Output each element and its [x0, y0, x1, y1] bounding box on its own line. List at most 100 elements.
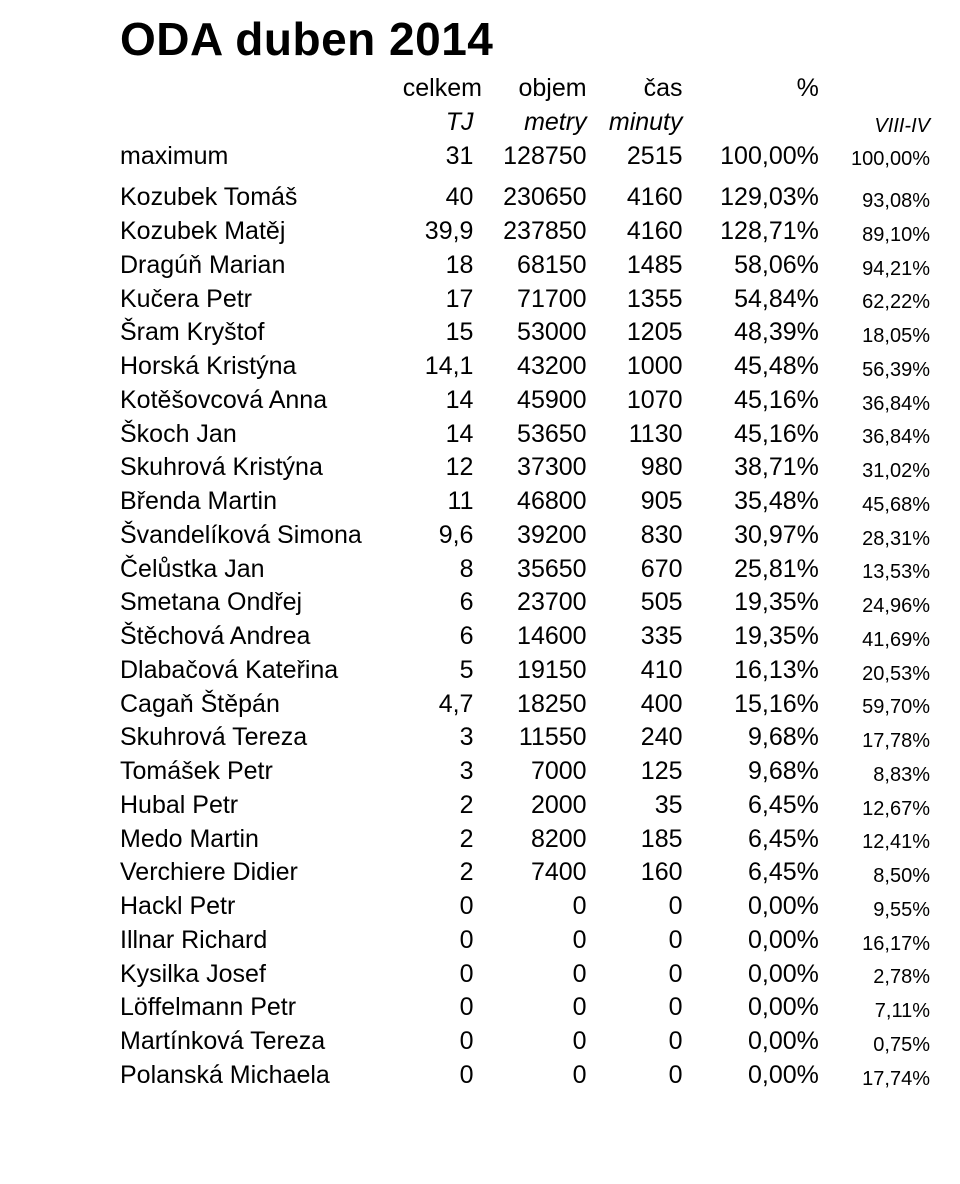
cell-metry: 19150 [473, 654, 586, 688]
table-row: Horská Kristýna14,143200100045,48%56,39% [120, 350, 930, 384]
cell-tj: 0 [403, 890, 474, 924]
cell-viii: 93,08% [819, 181, 930, 215]
cell-minuty: 0 [587, 890, 683, 924]
cell-minuty: 1205 [587, 316, 683, 350]
table-row: Švandelíková Simona9,63920083030,97%28,3… [120, 519, 930, 553]
cell-metry: 0 [473, 958, 586, 992]
cell-pct: 25,81% [683, 553, 819, 587]
cell-tj: 6 [403, 586, 474, 620]
cell-name: Kozubek Tomáš [120, 181, 403, 215]
cell-pct: 6,45% [683, 856, 819, 890]
cell-name: Illnar Richard [120, 924, 403, 958]
cell-metry: 0 [473, 890, 586, 924]
cell-tj: 8 [403, 553, 474, 587]
cell-pct: 19,35% [683, 620, 819, 654]
cell-minuty: 410 [587, 654, 683, 688]
cell-metry: 45900 [473, 384, 586, 418]
cell-name: Šram Kryštof [120, 316, 403, 350]
cell-viii: 17,74% [819, 1059, 930, 1093]
cell-tj: 15 [403, 316, 474, 350]
table-row: Šram Kryštof1553000120548,39%18,05% [120, 316, 930, 350]
cell-tj: 3 [403, 721, 474, 755]
cell-metry: 35650 [473, 553, 586, 587]
cell-name: Dlabačová Kateřina [120, 654, 403, 688]
cell-minuty: 830 [587, 519, 683, 553]
cell-pct: 6,45% [683, 789, 819, 823]
cell-viii: 7,11% [819, 991, 930, 1025]
maximum-pct: 100,00% [683, 140, 819, 174]
cell-viii: 36,84% [819, 418, 930, 452]
cell-tj: 0 [403, 958, 474, 992]
cell-pct: 58,06% [683, 249, 819, 283]
cell-name: Dragúň Marian [120, 249, 403, 283]
cell-viii: 36,84% [819, 384, 930, 418]
cell-tj: 2 [403, 789, 474, 823]
cell-tj: 0 [403, 1059, 474, 1093]
cell-pct: 19,35% [683, 586, 819, 620]
cell-tj: 2 [403, 823, 474, 857]
hdr-metry: metry [473, 106, 586, 140]
table-row: Verchiere Didier274001606,45%8,50% [120, 856, 930, 890]
cell-viii: 9,55% [819, 890, 930, 924]
cell-name: Horská Kristýna [120, 350, 403, 384]
cell-pct: 54,84% [683, 283, 819, 317]
cell-tj: 4,7 [403, 688, 474, 722]
cell-pct: 45,48% [683, 350, 819, 384]
cell-viii: 8,50% [819, 856, 930, 890]
cell-viii: 28,31% [819, 519, 930, 553]
cell-metry: 43200 [473, 350, 586, 384]
cell-minuty: 35 [587, 789, 683, 823]
data-table: celkem objem čas % TJ metry minuty VIII-… [120, 72, 930, 1093]
cell-viii: 24,96% [819, 586, 930, 620]
cell-pct: 6,45% [683, 823, 819, 857]
cell-viii: 13,53% [819, 553, 930, 587]
cell-metry: 14600 [473, 620, 586, 654]
hdr-viii: VIII-IV [819, 106, 930, 140]
cell-minuty: 1000 [587, 350, 683, 384]
cell-minuty: 0 [587, 1025, 683, 1059]
table-row: Martínková Tereza0000,00%0,75% [120, 1025, 930, 1059]
cell-tj: 0 [403, 924, 474, 958]
page-title: ODA duben 2014 [120, 12, 930, 66]
maximum-label: maximum [120, 140, 403, 174]
cell-minuty: 0 [587, 924, 683, 958]
cell-pct: 30,97% [683, 519, 819, 553]
cell-tj: 6 [403, 620, 474, 654]
cell-viii: 41,69% [819, 620, 930, 654]
cell-minuty: 0 [587, 958, 683, 992]
cell-viii: 45,68% [819, 485, 930, 519]
cell-tj: 2 [403, 856, 474, 890]
cell-pct: 45,16% [683, 384, 819, 418]
table-row: Skuhrová Kristýna123730098038,71%31,02% [120, 451, 930, 485]
cell-metry: 18250 [473, 688, 586, 722]
cell-name: Kučera Petr [120, 283, 403, 317]
hdr-celkem: celkem [403, 72, 474, 106]
cell-metry: 53000 [473, 316, 586, 350]
table-row: Smetana Ondřej62370050519,35%24,96% [120, 586, 930, 620]
cell-tj: 40 [403, 181, 474, 215]
cell-viii: 16,17% [819, 924, 930, 958]
maximum-tj: 31 [403, 140, 474, 174]
table-row: Dragúň Marian1868150148558,06%94,21% [120, 249, 930, 283]
cell-tj: 11 [403, 485, 474, 519]
maximum-row: maximum 31 128750 2515 100,00% 100,00% [120, 140, 930, 174]
cell-viii: 2,78% [819, 958, 930, 992]
cell-minuty: 0 [587, 991, 683, 1025]
cell-viii: 12,41% [819, 823, 930, 857]
table-row: Kozubek Tomáš402306504160129,03%93,08% [120, 181, 930, 215]
cell-name: Medo Martin [120, 823, 403, 857]
cell-metry: 68150 [473, 249, 586, 283]
cell-pct: 45,16% [683, 418, 819, 452]
table-row: Štěchová Andrea61460033519,35%41,69% [120, 620, 930, 654]
cell-tj: 18 [403, 249, 474, 283]
cell-minuty: 185 [587, 823, 683, 857]
cell-metry: 46800 [473, 485, 586, 519]
cell-pct: 16,13% [683, 654, 819, 688]
cell-minuty: 1130 [587, 418, 683, 452]
hdr-minuty: minuty [587, 106, 683, 140]
cell-name: Martínková Tereza [120, 1025, 403, 1059]
cell-pct: 0,00% [683, 1059, 819, 1093]
table-row: Břenda Martin114680090535,48%45,68% [120, 485, 930, 519]
cell-pct: 128,71% [683, 215, 819, 249]
table-row: Cagaň Štěpán4,71825040015,16%59,70% [120, 688, 930, 722]
